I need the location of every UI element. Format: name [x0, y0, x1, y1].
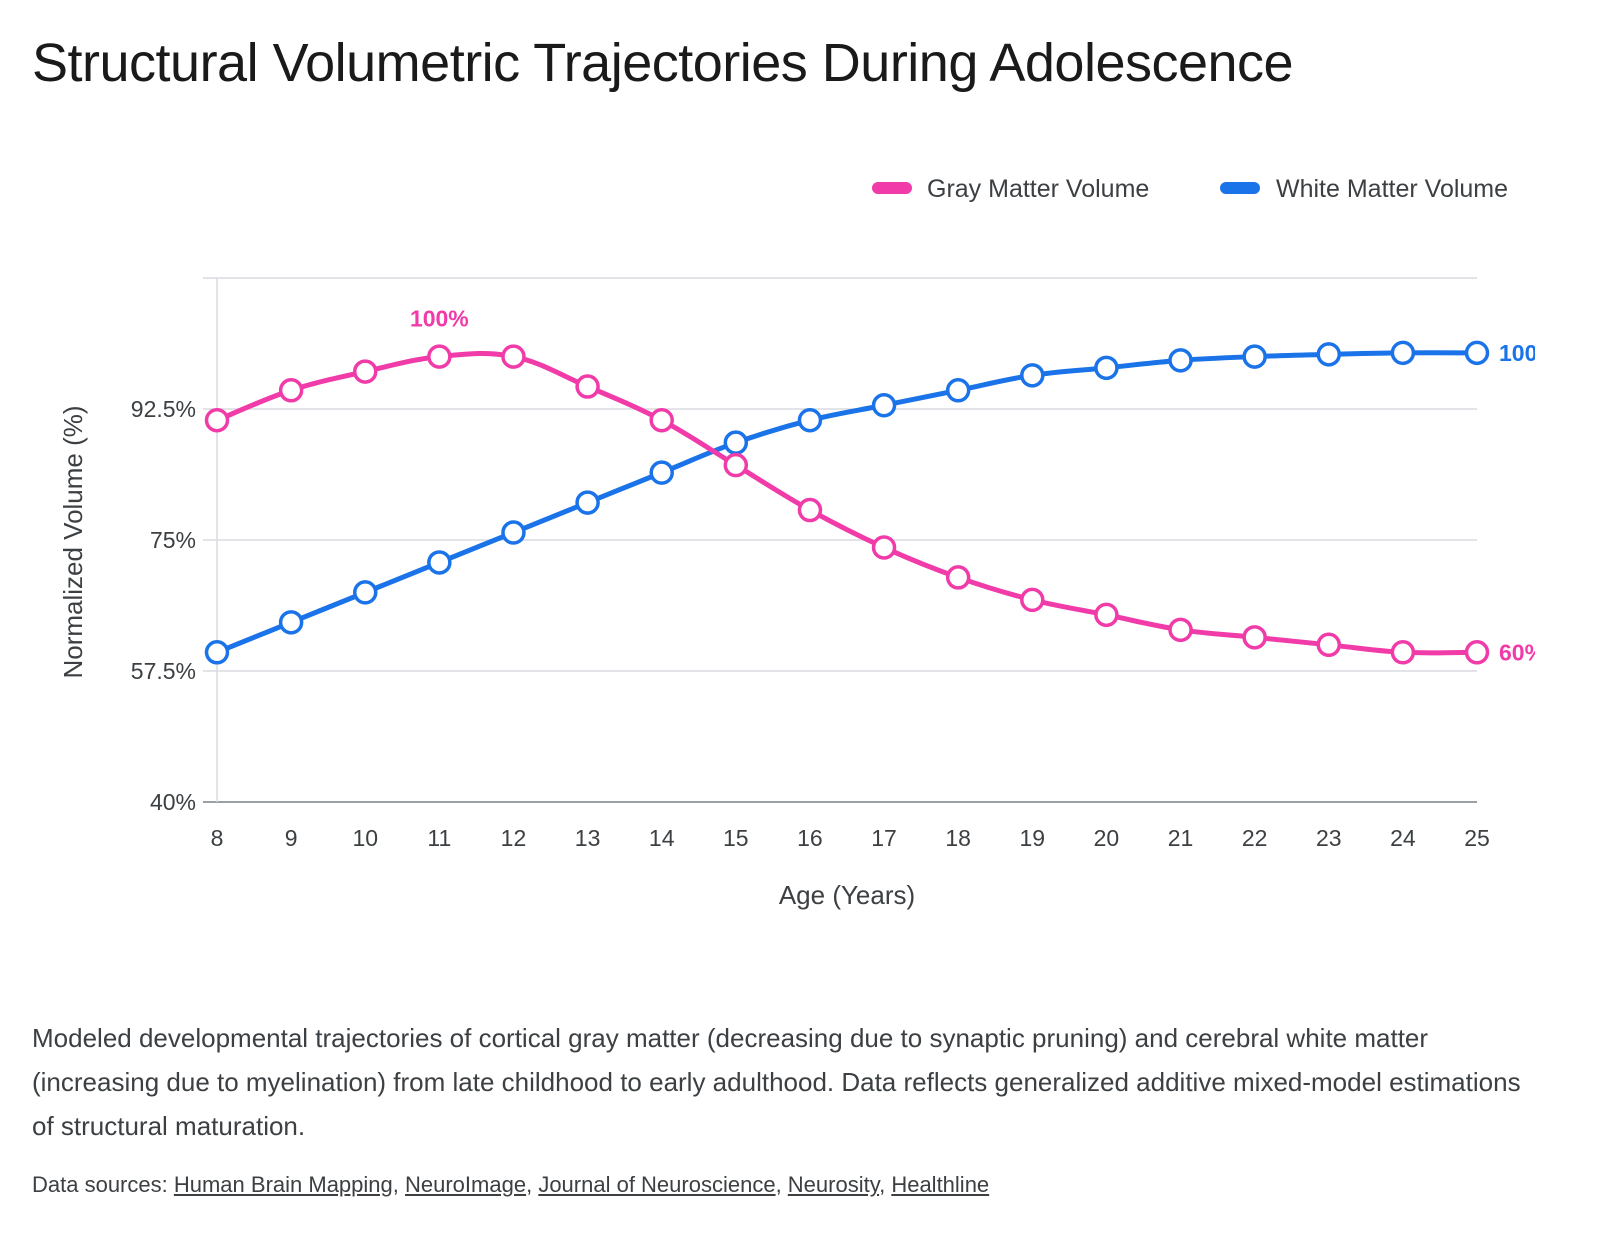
x-tick-label: 9 [285, 825, 298, 851]
y-tick-label: 40% [150, 789, 196, 815]
gray-matter-volume-point [1390, 640, 1416, 665]
gray-matter-volume-point [278, 378, 304, 403]
gray-matter-volume-line [214, 350, 1480, 656]
gray-matter-volume-point [501, 344, 526, 369]
white-matter-volume-point [427, 550, 452, 575]
data-sources: Data sources: Human Brain Mapping, Neuro… [32, 1172, 990, 1197]
white-matter-volume-point [723, 430, 749, 455]
gray-matter-volume-data-label: 100% [410, 306, 469, 332]
white-matter-volume-point [278, 610, 304, 635]
line-chart: Gray Matter Volume White Matter Volume 40… [58, 175, 1558, 910]
gray-matter-volume-data-label: 60% [1499, 639, 1545, 665]
chart-caption: Modeled developmental trajectories of co… [32, 1023, 1521, 1141]
gray-matter-volume-point [575, 374, 600, 399]
source-link-neurosity[interactable]: Neurosity [787, 1172, 880, 1197]
x-tick-label: 25 [1464, 825, 1490, 851]
white-matter-volume-point [1464, 340, 1490, 366]
gray-matter-volume-point [797, 497, 823, 523]
chart-axes: 40% 57.5% 75% 92.5% 8 9 10 11 12 13 14 15 16 17 18 19 20… [58, 278, 1490, 910]
source-link-healthline[interactable]: Healthline [891, 1172, 990, 1197]
x-tick-label: 24 [1390, 825, 1416, 851]
x-tick-label: 20 [1094, 825, 1120, 851]
sources-label: Data sources: [32, 1172, 168, 1197]
x-tick-label: 14 [649, 825, 675, 851]
y-tick-label: 75% [150, 527, 196, 553]
source-link-journal-of-neuroscience[interactable]: Journal of Neuroscience [538, 1172, 776, 1197]
legend-label-white-matter-volume: White Matter Volume [1276, 175, 1508, 203]
white-matter-volume-point [1168, 348, 1193, 373]
white-matter-volume-point [871, 393, 897, 418]
x-tick-label: 22 [1242, 825, 1268, 851]
gray-matter-volume-point [871, 535, 897, 560]
gray-matter-volume-point [945, 565, 971, 590]
gray-matter-volume-point [1020, 587, 1045, 613]
white-matter-volume-point [1094, 355, 1119, 381]
x-tick-label: 10 [352, 825, 378, 851]
white-matter-volume-point [1316, 342, 1342, 367]
white-matter-volume-line [214, 350, 1480, 655]
gray-matter-volume-point [1242, 625, 1267, 650]
white-matter-volume-point [501, 520, 526, 545]
x-tick-label: 16 [797, 825, 823, 851]
x-tick-label: 18 [945, 825, 971, 851]
white-matter-volume-point [204, 640, 230, 665]
x-tick-label: 12 [501, 825, 527, 851]
white-matter-volume-point [1390, 340, 1416, 366]
white-matter-volume-point [649, 460, 674, 485]
white-matter-volume-point [575, 490, 600, 515]
x-axis-title: Age (Years) [779, 880, 915, 910]
chart-series [204, 340, 1490, 665]
grid-lines [203, 277, 1477, 803]
y-tick-label: 92.5% [131, 396, 196, 422]
gray-matter-volume-point [1168, 617, 1193, 643]
x-tick-label: 11 [427, 825, 451, 851]
x-tick-label: 17 [871, 825, 897, 851]
white-matter-volume-point [1242, 344, 1267, 369]
x-tick-label: 15 [723, 825, 749, 851]
x-tick-label: 21 [1168, 825, 1194, 851]
y-axis-title: Normalized Volume (%) [58, 405, 88, 678]
gray-matter-volume-point [1316, 632, 1342, 658]
chart-legend: Gray Matter Volume White Matter Volume [872, 175, 1508, 203]
gray-matter-volume-point [1464, 640, 1490, 665]
gray-matter-volume-point [352, 359, 378, 384]
gray-matter-volume-point [204, 407, 230, 433]
legend-label-gray-matter-volume: Gray Matter Volume [927, 175, 1149, 203]
source-link-human-brain-mapping[interactable]: Human Brain Mapping [173, 1172, 393, 1197]
x-tick-label: 23 [1316, 825, 1342, 851]
y-tick-label: 57.5% [131, 658, 196, 684]
gray-matter-volume-point [649, 407, 674, 433]
x-tick-label: 8 [211, 825, 224, 851]
gray-matter-volume-point [427, 344, 452, 369]
data-labels: 100% 60% 100% [410, 306, 1558, 666]
x-tick-label: 19 [1019, 825, 1045, 851]
white-matter-volume-point [797, 407, 823, 433]
gray-matter-volume-point [723, 452, 749, 478]
white-matter-volume-point [1020, 363, 1045, 388]
white-matter-volume-data-label: 100% [1499, 340, 1558, 366]
chart-title: Structural Volumetric Trajectories Durin… [32, 33, 1294, 93]
white-matter-volume-point [352, 580, 378, 605]
source-link-neuroimage[interactable]: NeuroImage [405, 1172, 527, 1197]
x-tick-label: 13 [575, 825, 601, 851]
white-matter-volume-point [945, 378, 971, 403]
gray-matter-volume-point [1094, 602, 1119, 628]
